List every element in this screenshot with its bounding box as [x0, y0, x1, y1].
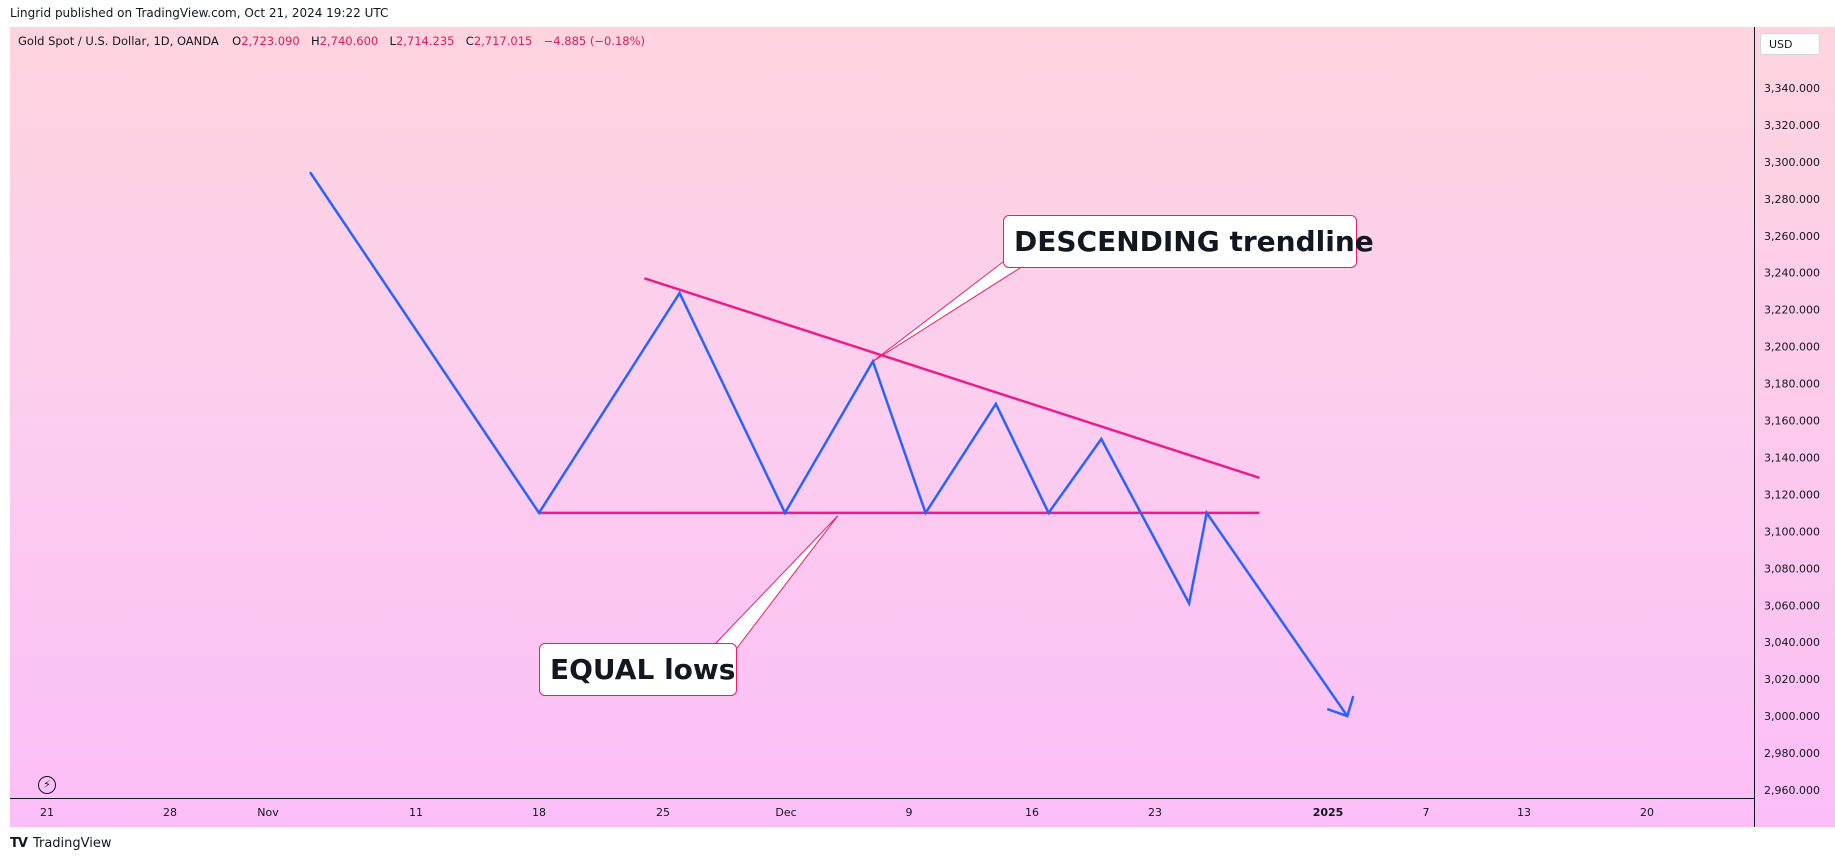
price-tick-label: 3,100.000 — [1764, 525, 1820, 538]
path-point — [1205, 511, 1208, 515]
low-key: L — [389, 34, 396, 48]
high-key: H — [311, 34, 320, 48]
time-tick-label: 18 — [532, 806, 546, 819]
change-value: −4.885 (−0.18%) — [543, 34, 646, 48]
open-key: O — [232, 34, 242, 48]
price-tick-label: 3,120.000 — [1764, 488, 1820, 501]
price-tick-label: 3,140.000 — [1764, 451, 1820, 464]
time-tick-label: Dec — [775, 806, 796, 819]
price-tick-label: 2,960.000 — [1764, 784, 1820, 797]
time-tick-label: 23 — [1148, 806, 1162, 819]
time-tick-label: 7 — [1423, 806, 1430, 819]
descending-label-pointer — [872, 261, 1022, 362]
price-tick-label: 3,200.000 — [1764, 341, 1820, 354]
price-tick-label: 3,220.000 — [1764, 304, 1820, 317]
price-tick-label: 3,180.000 — [1764, 378, 1820, 391]
replay-lightning-icon[interactable]: ⚡ — [38, 776, 56, 794]
time-tick-label: 2025 — [1313, 806, 1344, 819]
price-tick-label: 3,160.000 — [1764, 415, 1820, 428]
symbol-name[interactable]: Gold Spot / U.S. Dollar, 1D, OANDA — [18, 34, 219, 48]
left-margin — [0, 27, 10, 827]
time-tick-label: 20 — [1640, 806, 1654, 819]
publish-info: Lingrid published on TradingView.com, Oc… — [10, 6, 389, 20]
low-value: 2,714.235 — [395, 34, 455, 48]
footer — [0, 827, 1835, 861]
path-point — [1187, 602, 1191, 605]
price-tick-label: 3,300.000 — [1764, 156, 1820, 169]
price-tick-label: 3,280.000 — [1764, 193, 1820, 206]
time-tick-label: 25 — [656, 806, 670, 819]
path-point — [994, 402, 998, 406]
price-tick-label: 3,260.000 — [1764, 230, 1820, 243]
chart-pane[interactable] — [10, 27, 1755, 827]
path-arrowhead — [1326, 695, 1355, 718]
tradingview-brand[interactable]: TV TradingView — [10, 836, 111, 851]
open-value: 2,723.090 — [241, 34, 300, 48]
path-point — [309, 171, 312, 175]
time-tick-label: 28 — [163, 806, 177, 819]
price-tick-label: 3,320.000 — [1764, 119, 1820, 132]
price-tick-label: 3,040.000 — [1764, 636, 1820, 649]
time-tick-label: Nov — [257, 806, 279, 819]
price-scale-divider — [1754, 27, 1755, 827]
time-tick-label: 13 — [1517, 806, 1531, 819]
price-tick-label: 3,020.000 — [1764, 673, 1820, 686]
path-point — [678, 291, 681, 295]
price-scale[interactable] — [1755, 27, 1835, 827]
price-tick-label: 2,980.000 — [1764, 747, 1820, 760]
descending-trendline-label[interactable]: DESCENDING trendline — [1003, 215, 1374, 268]
price-tick-label: 3,080.000 — [1764, 562, 1820, 575]
time-tick-label: 21 — [40, 806, 54, 819]
path-point — [1047, 511, 1050, 515]
descending-trendline — [644, 277, 1260, 479]
price-tick-label: 3,240.000 — [1764, 267, 1820, 280]
currency-button[interactable]: USD — [1760, 33, 1820, 55]
close-key: C — [465, 34, 474, 48]
time-tick-label: 11 — [409, 806, 423, 819]
close-value: 2,717.015 — [473, 34, 533, 48]
equal-lows-label[interactable]: EQUAL lows — [539, 643, 737, 696]
time-scale-divider — [10, 798, 1755, 799]
time-tick-label: 16 — [1025, 806, 1039, 819]
tradingview-logo-icon: TV — [10, 836, 28, 851]
time-tick-label: 9 — [906, 806, 913, 819]
high-value: 2,740.600 — [319, 34, 379, 48]
path-point — [924, 511, 927, 515]
projected-price-path — [309, 172, 1349, 717]
price-tick-label: 3,060.000 — [1764, 599, 1820, 612]
path-point — [1100, 437, 1103, 441]
path-point — [537, 511, 541, 515]
path-point — [783, 511, 787, 515]
symbol-legend[interactable]: Gold Spot / U.S. Dollar, 1D, OANDA O2,72… — [18, 34, 645, 48]
price-tick-label: 3,340.000 — [1764, 82, 1820, 95]
price-tick-label: 3,000.000 — [1764, 710, 1820, 723]
equal-lows-label-pointer — [715, 515, 839, 649]
brand-text: TradingView — [32, 836, 112, 851]
